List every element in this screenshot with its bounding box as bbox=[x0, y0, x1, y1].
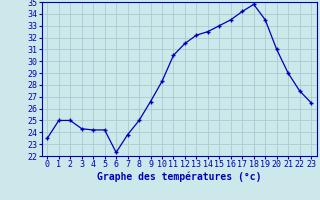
X-axis label: Graphe des températures (°c): Graphe des températures (°c) bbox=[97, 172, 261, 182]
